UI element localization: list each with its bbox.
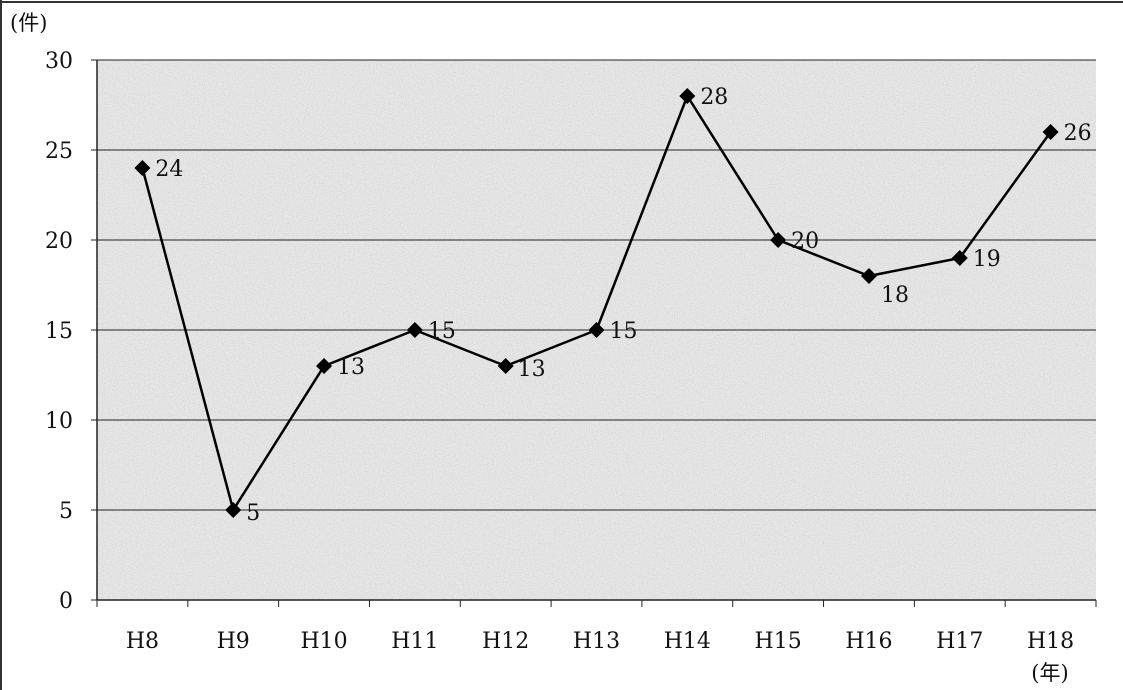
- x-tick-label: H17: [936, 629, 983, 654]
- data-label: 13: [337, 355, 365, 380]
- x-axis-unit-label: (年): [1031, 661, 1068, 685]
- y-tick-label: 25: [45, 139, 73, 164]
- y-tick-label: 30: [45, 49, 73, 74]
- y-tick-label: 20: [45, 229, 73, 254]
- data-label: 15: [610, 319, 638, 344]
- data-label: 28: [700, 85, 728, 110]
- y-tick-label: 15: [45, 319, 73, 344]
- x-tick-label: H14: [664, 629, 711, 654]
- x-tick-label: H9: [217, 629, 250, 654]
- data-label: 24: [155, 157, 183, 182]
- x-tick-label: H8: [126, 629, 159, 654]
- data-label: 26: [1064, 121, 1092, 146]
- y-tick-label: 0: [59, 589, 73, 614]
- data-label: 13: [518, 357, 546, 382]
- data-label: 18: [881, 283, 909, 308]
- data-label: 20: [791, 229, 819, 254]
- x-tick-label: H18: [1027, 629, 1074, 654]
- data-point-marker: [951, 250, 968, 266]
- y-axis-unit-label: (件): [10, 11, 47, 35]
- x-tick-label: H11: [391, 629, 438, 654]
- data-point-marker: [316, 358, 333, 374]
- x-tick-label: H16: [845, 629, 892, 654]
- x-tick-label: H13: [573, 629, 620, 654]
- x-tick-label: H15: [755, 629, 802, 654]
- data-point-marker: [406, 322, 423, 338]
- data-point-marker: [679, 88, 696, 104]
- y-tick-label: 5: [59, 499, 73, 524]
- data-label: 19: [973, 247, 1001, 272]
- data-point-marker: [860, 268, 877, 284]
- data-point-marker: [1042, 124, 1059, 140]
- data-point-marker: [588, 322, 605, 338]
- y-tick-label: 10: [45, 409, 73, 434]
- data-point-marker: [497, 358, 514, 374]
- x-tick-label: H10: [300, 629, 347, 654]
- data-label: 5: [246, 501, 260, 526]
- x-tick-label: H12: [482, 629, 529, 654]
- data-point-marker: [770, 232, 787, 248]
- data-point-marker: [134, 160, 151, 176]
- data-point-marker: [225, 502, 242, 518]
- data-label: 15: [428, 319, 456, 344]
